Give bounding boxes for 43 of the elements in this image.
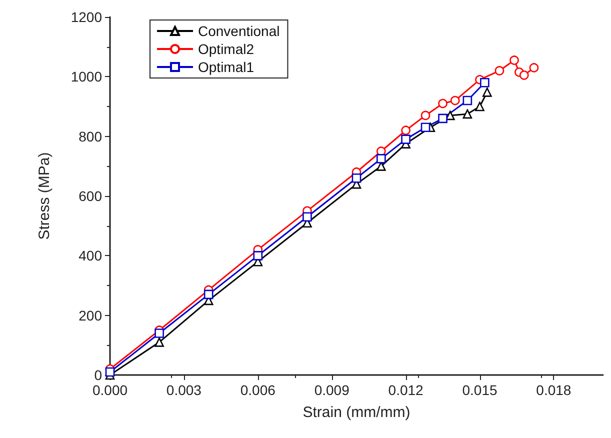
point (438, 98, 448, 108)
point (510, 56, 519, 65)
point (482, 88, 492, 97)
point (401, 126, 410, 136)
y-tick-label: 800 (78, 128, 102, 144)
x-tick-label: 0.006 (240, 382, 276, 398)
point (420, 110, 430, 120)
legend-label: Optimal1 (198, 59, 254, 75)
y-axis-title: Stress (MPa) (36, 152, 53, 240)
y-tick-label: 200 (78, 307, 102, 324)
y-tick-label: 400 (78, 248, 102, 264)
point (154, 328, 164, 338)
point (446, 110, 455, 120)
point (253, 251, 263, 260)
point (401, 134, 410, 144)
point (494, 66, 504, 76)
point (450, 96, 460, 106)
x-tick-label: 0.012 (388, 382, 424, 398)
y-tick-label: 1200 (70, 9, 102, 25)
y-tick-label: 0 (94, 367, 102, 383)
point (420, 122, 430, 132)
point (462, 96, 472, 106)
point (462, 109, 472, 119)
point (154, 338, 164, 347)
legend-label: Conventional (198, 23, 280, 39)
point (519, 70, 529, 80)
point (376, 154, 386, 164)
x-tick-label: 0.003 (166, 382, 202, 398)
y-tick-label: 1000 (70, 68, 102, 85)
x-tick-label: 0.015 (462, 382, 498, 398)
point (480, 78, 490, 88)
point (529, 63, 539, 72)
point (438, 114, 448, 124)
x-tick-label: 0.018 (536, 382, 572, 398)
point (352, 173, 362, 183)
x-tick-label: 0.009 (314, 382, 350, 398)
point (475, 102, 484, 112)
legend-label: Optimal2 (198, 41, 254, 57)
x-tick-label: 0.000 (92, 382, 128, 398)
x-axis-title: Strain (mm/mm) (302, 404, 410, 421)
point (204, 290, 214, 300)
point (302, 212, 312, 222)
y-tick-label: 600 (78, 188, 102, 204)
